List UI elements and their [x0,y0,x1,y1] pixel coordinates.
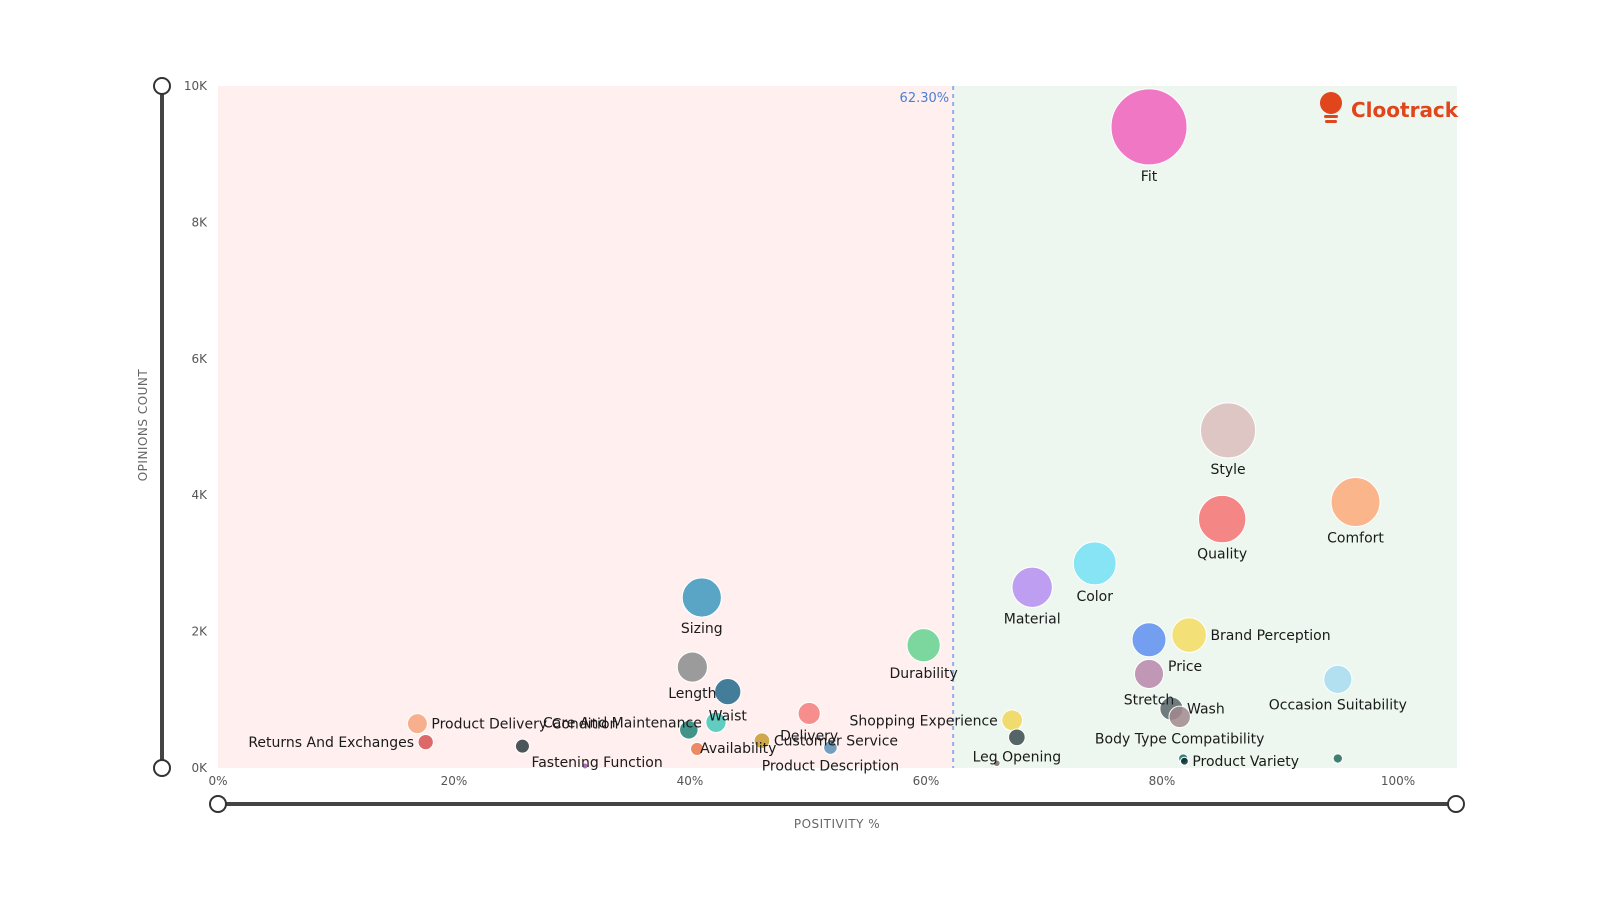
x-axis-title: POSITIVITY % [794,817,880,831]
bubble-label: Product Delivery Condition [431,717,618,733]
bubble[interactable] [705,711,727,733]
y-tick-label: 2K [191,625,208,639]
y-tick-label: 10K [184,79,208,93]
bubble[interactable] [823,740,838,755]
negative-region [218,86,954,768]
x-tick-label: 60% [913,774,940,788]
bubble[interactable] [1008,728,1026,747]
lightbulb-icon [1320,92,1342,123]
x-tick-label: 80% [1149,774,1176,788]
bubble-label: Wash [1187,702,1225,718]
bubble[interactable] [1171,617,1207,653]
y-axis-ticks: 0K 2K 4K 6K 8K 10K [184,79,208,775]
bubble[interactable] [1011,566,1053,608]
bubble[interactable] [690,741,705,756]
bubble-label: Brand Perception [1210,628,1330,644]
bubble[interactable] [714,677,742,706]
bubble-label: Stretch [1124,692,1175,708]
bubble-label: Returns And Exchanges [248,735,414,751]
y-tick-label: 8K [191,215,208,229]
bubble-label: Waist [709,709,748,725]
bubble[interactable] [406,713,428,735]
bubble[interactable] [1133,658,1165,689]
x-axis-ticks: 0% 20% 40% 60% 80% 100% [208,774,1415,788]
bubble[interactable] [681,577,722,618]
bubble[interactable] [679,720,699,740]
bubble-label: Customer Service [774,734,898,750]
bubble-labels: Fit Style Comfort Quality Color Material Sizin… [248,169,1407,774]
bubble-label: Availability [700,741,776,757]
x-range-right-handle[interactable] [1447,795,1465,813]
bubble-label: Fit [1141,169,1158,185]
bubble-label: Occasion Suitability [1269,697,1407,713]
bubble[interactable] [417,733,434,751]
x-tick-label: 0% [208,774,227,788]
bubble[interactable] [797,701,821,726]
bubble[interactable] [906,628,941,663]
bubble-label: Delivery [780,729,838,745]
bubble-label: Comfort [1327,530,1384,546]
threshold-label: 62.30% [900,91,950,106]
bubble[interactable] [514,738,530,754]
bubble[interactable] [753,732,771,750]
bubble[interactable] [1198,494,1247,544]
bubble-label: Leg Opening [973,750,1062,766]
bubble-label: Material [1004,611,1061,627]
bubble[interactable] [1330,477,1381,527]
bubble-label: Product Variety [1192,754,1299,770]
bubble[interactable] [1072,541,1117,586]
y-tick-label: 4K [191,488,208,502]
x-tick-label: 40% [677,774,704,788]
bubble[interactable] [581,762,589,770]
bubble-label: Quality [1197,547,1247,563]
clootrack-logo: Clootrack [1320,92,1459,123]
bubble-label: Durability [889,666,957,682]
bubble-label: Product Description [762,758,899,774]
bubble[interactable] [1001,709,1024,732]
bubble-label: Style [1210,462,1245,478]
y-axis-title: OPINIONS COUNT [136,369,150,482]
y-range-top-handle[interactable] [153,77,171,95]
bubble[interactable] [1180,756,1189,766]
bubble[interactable] [1200,402,1257,459]
bubble-label: Sizing [681,621,723,637]
bubble[interactable] [1323,664,1353,694]
bubble-label: Care And Maintenance [543,715,702,731]
y-tick-label: 0K [191,761,208,775]
bubble[interactable] [1332,753,1343,764]
bubble[interactable] [1131,622,1167,658]
bubble[interactable] [993,759,1001,768]
bubble-label: Fastening Function [531,755,662,771]
x-tick-label: 20% [441,774,468,788]
y-tick-label: 6K [191,352,208,366]
x-tick-label: 100% [1381,774,1415,788]
bubble-label: Length [668,686,716,702]
bubble-label: Color [1076,589,1113,605]
bubble-label: Price [1168,659,1202,675]
y-range-bottom-handle[interactable] [153,759,171,777]
bubble[interactable] [676,651,708,683]
bubble[interactable] [1168,705,1191,729]
logo-text: Clootrack [1351,98,1459,122]
x-range-left-handle[interactable] [209,795,227,813]
bubble-label: Body Type Compatibility [1095,732,1265,748]
bubble[interactable] [1110,88,1188,166]
bubbles [406,88,1381,770]
bubble-label: Shopping Experience [849,713,997,729]
